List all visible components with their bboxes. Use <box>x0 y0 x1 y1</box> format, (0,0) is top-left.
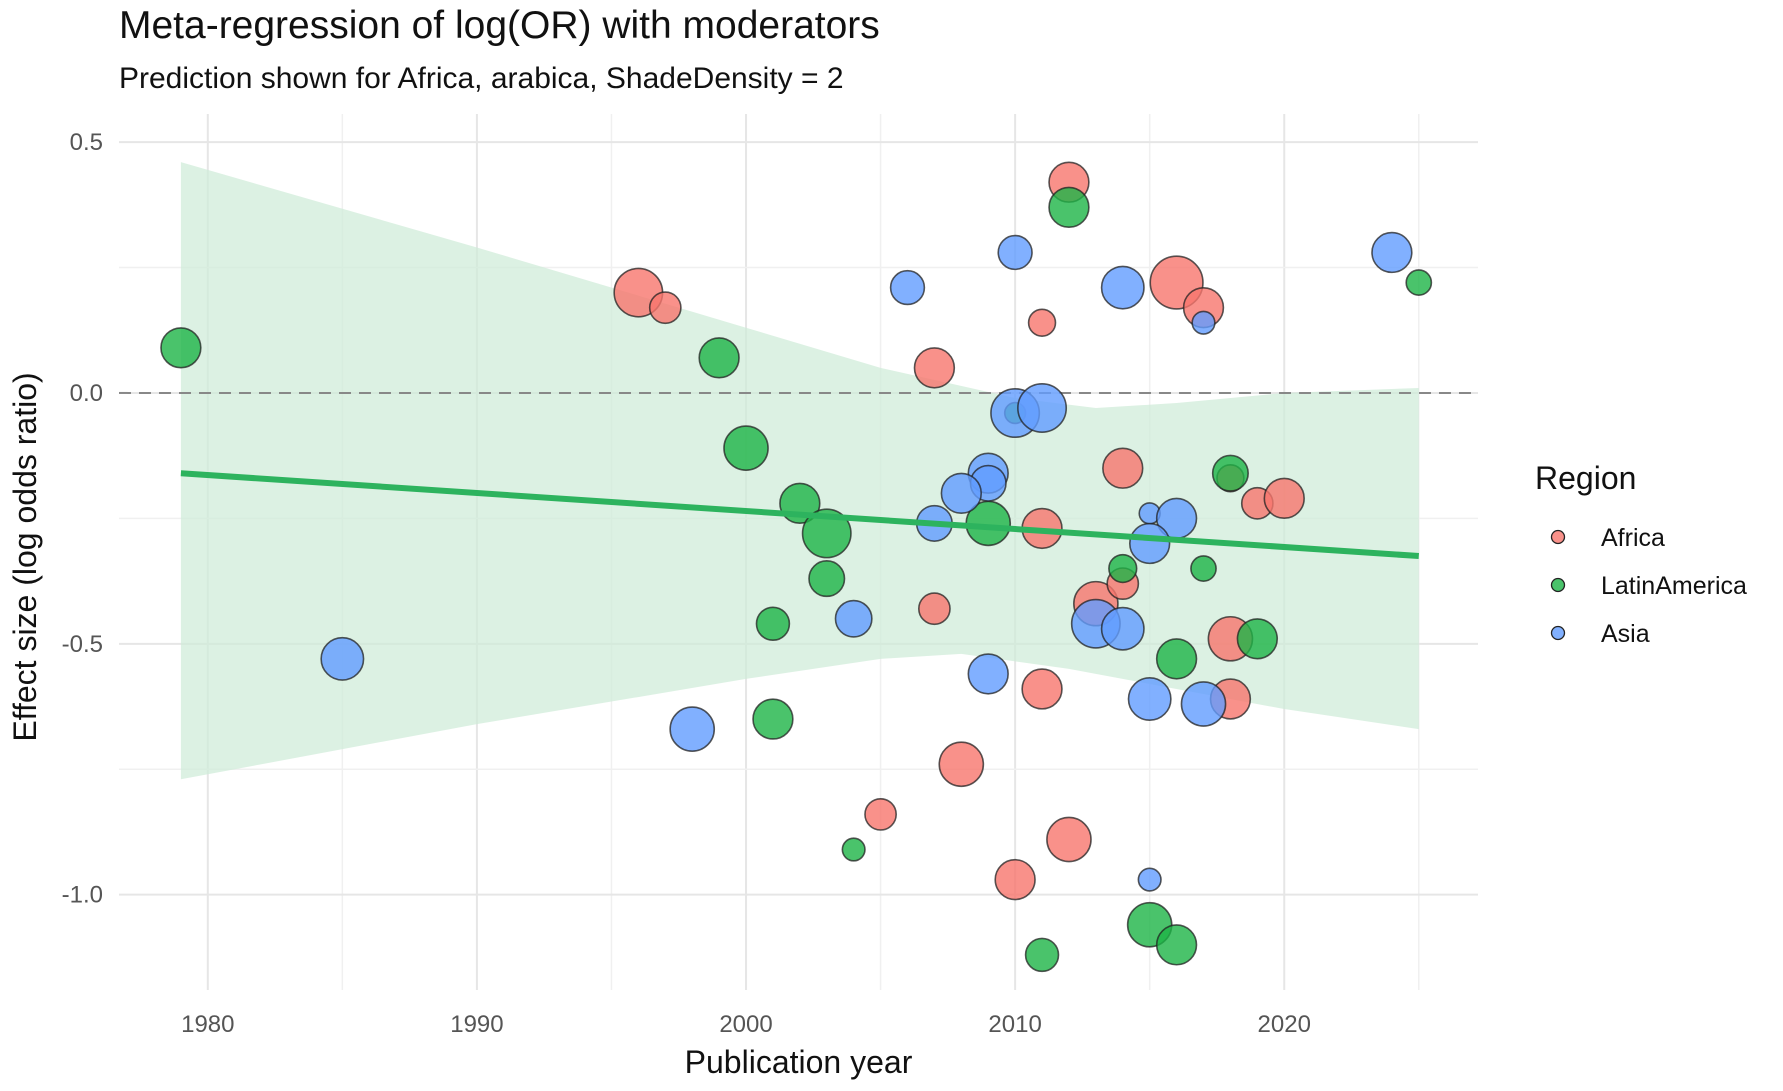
legend-label-asia: Asia <box>1601 620 1650 648</box>
data-point-asia <box>669 706 716 752</box>
data-point-africa <box>1046 816 1092 863</box>
chart-subtitle: Prediction shown for Africa, arabica, Sh… <box>119 62 844 95</box>
legend-key-latinamerica <box>1550 577 1566 593</box>
data-point-latinamerica <box>1405 269 1433 296</box>
x-tick-label: 1990 <box>450 1011 503 1038</box>
data-point-latinamerica <box>1048 186 1090 229</box>
data-point-asia <box>967 653 1009 695</box>
data-point-asia <box>1017 383 1068 434</box>
legend-label-africa: Africa <box>1601 524 1665 552</box>
y-axis-label: Effect size (log odds ratio) <box>7 372 43 741</box>
data-point-africa <box>1021 668 1063 710</box>
data-point-africa <box>864 797 897 831</box>
legend-key-africa <box>1550 529 1566 545</box>
data-point-asia <box>1180 681 1227 727</box>
data-point-latinamerica <box>1108 553 1138 584</box>
y-tick-label: -1.0 <box>62 882 103 909</box>
data-point-africa <box>994 858 1036 901</box>
chart-title: Meta-regression of log(OR) with moderato… <box>119 4 880 47</box>
data-point-africa <box>1027 308 1057 337</box>
data-point-latinamerica <box>1211 454 1249 492</box>
data-point-latinamerica <box>1236 618 1279 660</box>
x-tick-label: 2000 <box>719 1011 772 1038</box>
x-axis-label: Publication year <box>685 1044 913 1080</box>
data-point-asia <box>1127 677 1172 721</box>
data-point-latinamerica <box>801 508 852 559</box>
legend-label-latinamerica: LatinAmerica <box>1601 572 1747 600</box>
data-point-latinamerica <box>808 560 846 598</box>
data-point-latinamerica <box>752 698 794 740</box>
data-point-asia <box>1128 522 1171 565</box>
data-point-africa <box>918 592 951 626</box>
data-point-asia <box>1100 265 1145 310</box>
data-point-asia <box>1371 231 1413 274</box>
data-point-africa <box>1263 477 1305 520</box>
y-tick-label: 0.0 <box>70 380 103 407</box>
data-point-latinamerica <box>1024 937 1060 973</box>
data-point-africa <box>913 347 956 389</box>
data-point-latinamerica <box>1190 555 1217 582</box>
data-point-asia <box>940 472 983 514</box>
data-point-latinamerica <box>755 606 791 642</box>
data-point-asia <box>320 636 365 681</box>
data-point-africa <box>938 741 985 788</box>
data-point-asia <box>1137 867 1162 892</box>
data-point-asia <box>1191 310 1216 335</box>
y-tick-label: 0.5 <box>70 129 103 156</box>
data-point-africa <box>1102 447 1144 489</box>
regression-fit-line <box>180 470 1419 560</box>
data-point-latinamerica <box>1155 638 1198 680</box>
data-point-asia <box>1100 606 1145 651</box>
data-point-asia <box>889 269 926 306</box>
x-tick-label: 2010 <box>988 1011 1041 1038</box>
y-tick-label: -0.5 <box>62 631 103 658</box>
x-tick-label: 1980 <box>181 1011 234 1038</box>
legend-title: Region <box>1535 460 1636 496</box>
data-point-latinamerica <box>160 327 202 369</box>
data-point-latinamerica <box>698 337 740 379</box>
data-point-africa <box>648 291 682 325</box>
data-point-latinamerica <box>841 837 866 862</box>
data-point-asia <box>834 599 873 638</box>
x-tick-label: 2020 <box>1258 1011 1311 1038</box>
data-point-latinamerica <box>723 425 769 471</box>
legend-key-asia <box>1550 625 1566 641</box>
data-point-latinamerica <box>1155 924 1198 966</box>
data-point-asia <box>997 234 1033 271</box>
